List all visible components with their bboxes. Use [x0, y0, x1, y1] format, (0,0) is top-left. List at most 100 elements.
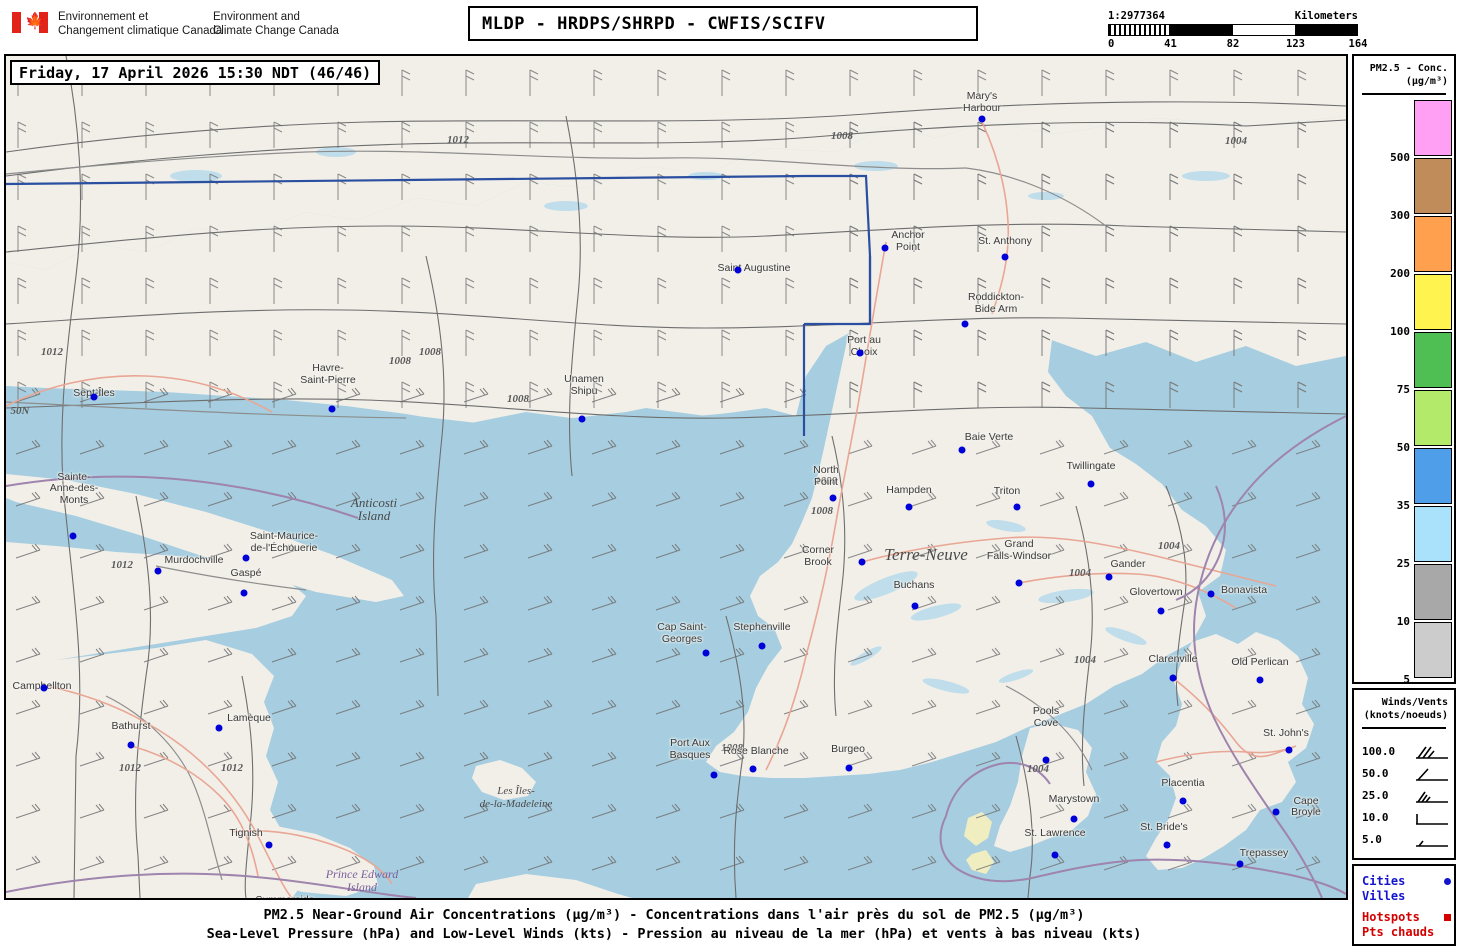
city-marker[interactable] — [702, 649, 710, 657]
city-marker[interactable] — [1207, 590, 1215, 598]
city-marker[interactable] — [1272, 808, 1280, 816]
city-label: Glovertown — [1129, 585, 1183, 598]
city-label: Port au Choix — [847, 334, 881, 358]
city-marker[interactable] — [1256, 676, 1264, 684]
colorbar-stop: 35 — [1354, 448, 1452, 512]
city-marker[interactable] — [1105, 573, 1113, 581]
wind-legend-row: 5.0 — [1354, 830, 1458, 852]
city-marker[interactable] — [240, 589, 248, 597]
city-label: Grand Falls-Windsor — [986, 538, 1052, 562]
legend-hotspots-fr: Pts chauds — [1362, 925, 1435, 939]
colorbar-tick-label: 10 — [1396, 615, 1410, 628]
city-marker[interactable] — [958, 446, 966, 454]
colorbar-stop: 200 — [1354, 216, 1452, 280]
city-label: Buchans — [893, 578, 935, 591]
points-legend: Cities Villes Hotspots Pts chauds — [1352, 864, 1456, 946]
city-label: Cape Broyle — [1291, 794, 1321, 818]
city-marker[interactable] — [881, 244, 889, 252]
colorbar-tick-label: 5 — [1403, 673, 1410, 686]
colorbar-tick-label: 50 — [1396, 441, 1410, 454]
city-marker[interactable] — [1051, 851, 1059, 859]
city-marker[interactable] — [90, 393, 98, 401]
city-marker[interactable] — [1285, 746, 1293, 754]
map-canvas[interactable]: Friday, 17 April 2026 15:30 NDT (46/46) … — [6, 56, 1346, 898]
city-marker[interactable] — [1070, 815, 1078, 823]
canada-flag-icon: 🍁 — [12, 12, 48, 33]
colorbar-swatch — [1414, 332, 1452, 388]
wind-legend-row: 10.0 — [1354, 808, 1458, 830]
city-label: Mary's Harbour — [963, 90, 1001, 114]
isobar-label: 1008 — [831, 130, 853, 142]
city-marker[interactable] — [845, 764, 853, 772]
city-marker[interactable] — [961, 320, 969, 328]
city-marker[interactable] — [905, 503, 913, 511]
city-marker[interactable] — [749, 765, 757, 773]
wind-barb-icon — [1416, 840, 1448, 847]
colorbar-tick-label: 75 — [1396, 383, 1410, 396]
region-label: Les Îles- de-la-Madeleine — [479, 785, 553, 810]
city-marker[interactable] — [1013, 503, 1021, 511]
city-marker[interactable] — [1169, 674, 1177, 682]
isobar-label: 1008 — [815, 475, 837, 487]
colorbar-stop: 5 — [1354, 622, 1452, 686]
city-marker[interactable] — [758, 642, 766, 650]
city-label: Marystown — [1048, 792, 1100, 805]
city-marker[interactable] — [1087, 480, 1095, 488]
footer-line-1: PM2.5 Near-Ground Air Concentrations (µg… — [263, 907, 1085, 923]
colorbar-swatch — [1414, 448, 1452, 504]
city-label: Corner Brook — [801, 544, 835, 568]
wind-legend-title-line1: Winds/Vents — [1381, 697, 1448, 708]
city-marker[interactable] — [69, 532, 77, 540]
city-label: Old Perlican — [1231, 655, 1289, 668]
scale-tick-labels: 0 41 82 123 164 — [1108, 38, 1367, 52]
isobar-label: 1008 — [507, 393, 529, 405]
legend-hotspots-en: Hotspots — [1362, 910, 1420, 924]
city-label: St. John's — [1263, 726, 1309, 739]
city-marker[interactable] — [911, 602, 919, 610]
city-marker[interactable] — [734, 266, 742, 274]
colorbar-stop: 75 — [1354, 332, 1452, 396]
city-label: Gander — [1110, 557, 1146, 570]
city-marker[interactable] — [1015, 579, 1023, 587]
city-marker[interactable] — [1001, 253, 1009, 261]
city-label: St. Bride's — [1140, 820, 1188, 833]
footer-line-2: Sea-Level Pressure (hPa) and Low-Level W… — [206, 926, 1142, 942]
wind-legend-row: 25.0 — [1354, 786, 1458, 808]
city-marker[interactable] — [265, 841, 273, 849]
map-frame[interactable]: Friday, 17 April 2026 15:30 NDT (46/46) … — [4, 54, 1348, 900]
wind-legend-row: 100.0 — [1354, 742, 1458, 764]
city-marker[interactable] — [856, 349, 864, 357]
colorbar-stop: 50 — [1354, 390, 1452, 454]
city-marker[interactable] — [858, 558, 866, 566]
city-marker[interactable] — [40, 684, 48, 692]
colorbar-stop: 25 — [1354, 506, 1452, 570]
city-label: St. Lawrence — [1024, 826, 1086, 839]
city-marker[interactable] — [1157, 607, 1165, 615]
city-marker[interactable] — [1179, 797, 1187, 805]
region-label: Terre-Neuve — [884, 545, 968, 564]
city-marker[interactable] — [328, 405, 336, 413]
colorbar-swatch — [1414, 506, 1452, 562]
wind-speed-value: 50.0 — [1362, 767, 1389, 780]
isobar-label: 1008 — [721, 742, 743, 754]
city-label: Lamèque — [227, 711, 271, 724]
city-marker[interactable] — [127, 741, 135, 749]
city-label: Port Aux Basques — [669, 737, 711, 761]
city-marker[interactable] — [154, 567, 162, 575]
wind-legend-divider — [1362, 727, 1446, 729]
wind-legend-title-line2: (knots/noeuds) — [1363, 710, 1448, 721]
city-marker[interactable] — [710, 771, 718, 779]
city-marker[interactable] — [1163, 841, 1171, 849]
wind-speed-value: 5.0 — [1362, 833, 1382, 846]
colorbar-tick-label: 300 — [1390, 209, 1410, 222]
city-marker[interactable] — [829, 494, 837, 502]
city-marker[interactable] — [978, 115, 986, 123]
city-marker[interactable] — [1236, 860, 1244, 868]
city-marker[interactable] — [578, 415, 586, 423]
city-label: Triton — [993, 484, 1021, 497]
city-marker[interactable] — [1042, 756, 1050, 764]
wind-barb-icon — [1416, 791, 1448, 803]
city-marker[interactable] — [215, 724, 223, 732]
legend-cities-en: Cities — [1362, 874, 1406, 888]
city-marker[interactable] — [242, 554, 250, 562]
